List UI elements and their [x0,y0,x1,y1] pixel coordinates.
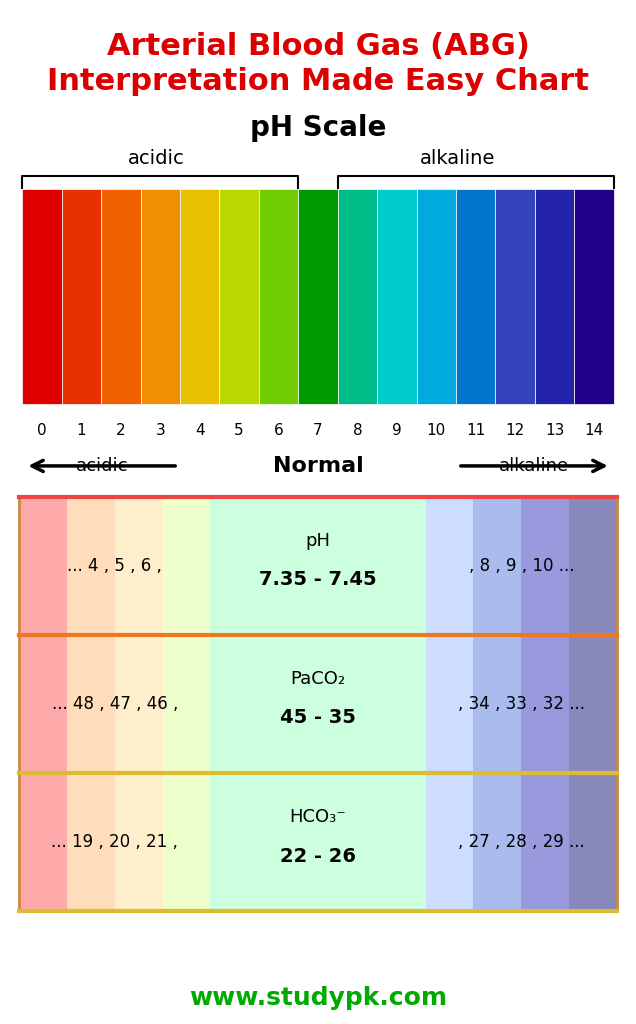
Bar [456,189,495,404]
Text: 3: 3 [155,423,165,438]
Text: ... 4 , 5 , 6 ,: ... 4 , 5 , 6 , [67,557,162,574]
Bar [473,497,522,911]
Text: acidic: acidic [127,150,184,168]
Text: www.studypk.com: www.studypk.com [189,986,447,1011]
Text: 8: 8 [352,423,363,438]
Bar [180,189,219,404]
Bar [211,497,425,911]
Text: , 27 , 28 , 29 ...: , 27 , 28 , 29 ... [458,834,584,851]
Bar [574,189,614,404]
Bar [259,189,298,404]
Text: alkaline: alkaline [499,457,569,475]
Bar [141,189,180,404]
Text: pH: pH [305,531,331,550]
Bar [417,189,456,404]
Text: ... 19 , 20 , 21 ,: ... 19 , 20 , 21 , [52,834,178,851]
Text: Normal: Normal [273,456,363,476]
Text: 9: 9 [392,423,402,438]
Text: 45 - 35: 45 - 35 [280,709,356,727]
Text: 2: 2 [116,423,126,438]
Bar [163,497,211,911]
Text: 4: 4 [195,423,205,438]
Text: Interpretation Made Easy Chart: Interpretation Made Easy Chart [47,68,589,96]
Text: 14: 14 [584,423,604,438]
Text: 7: 7 [313,423,323,438]
Text: alkaline: alkaline [420,150,495,168]
Bar [219,189,259,404]
Bar [522,497,569,911]
Text: 13: 13 [545,423,564,438]
Bar [19,497,617,911]
Text: 10: 10 [427,423,446,438]
Bar [67,497,114,911]
Bar [114,497,163,911]
Bar [377,189,417,404]
Bar [298,189,338,404]
Bar [535,189,574,404]
Text: 1: 1 [76,423,86,438]
Text: 6: 6 [273,423,284,438]
Text: 5: 5 [234,423,244,438]
Text: 12: 12 [506,423,525,438]
Text: , 8 , 9 , 10 ...: , 8 , 9 , 10 ... [469,557,574,574]
Text: 11: 11 [466,423,485,438]
Text: Arterial Blood Gas (ABG): Arterial Blood Gas (ABG) [107,32,529,60]
Text: HCO₃⁻: HCO₃⁻ [289,808,347,826]
Text: 7.35 - 7.45: 7.35 - 7.45 [259,570,377,589]
Text: acidic: acidic [76,457,128,475]
Bar [62,189,101,404]
Text: pH Scale: pH Scale [250,114,386,142]
Bar [569,497,617,911]
Text: , 34 , 33 , 32 ...: , 34 , 33 , 32 ... [458,695,584,713]
Bar [495,189,535,404]
Bar [19,497,67,911]
Text: ... 48 , 47 , 46 ,: ... 48 , 47 , 46 , [52,695,178,713]
Text: 0: 0 [37,423,47,438]
Bar [22,189,62,404]
Bar [338,189,377,404]
Text: 22 - 26: 22 - 26 [280,847,356,865]
Bar [425,497,473,911]
Text: PaCO₂: PaCO₂ [291,670,345,688]
Bar [101,189,141,404]
